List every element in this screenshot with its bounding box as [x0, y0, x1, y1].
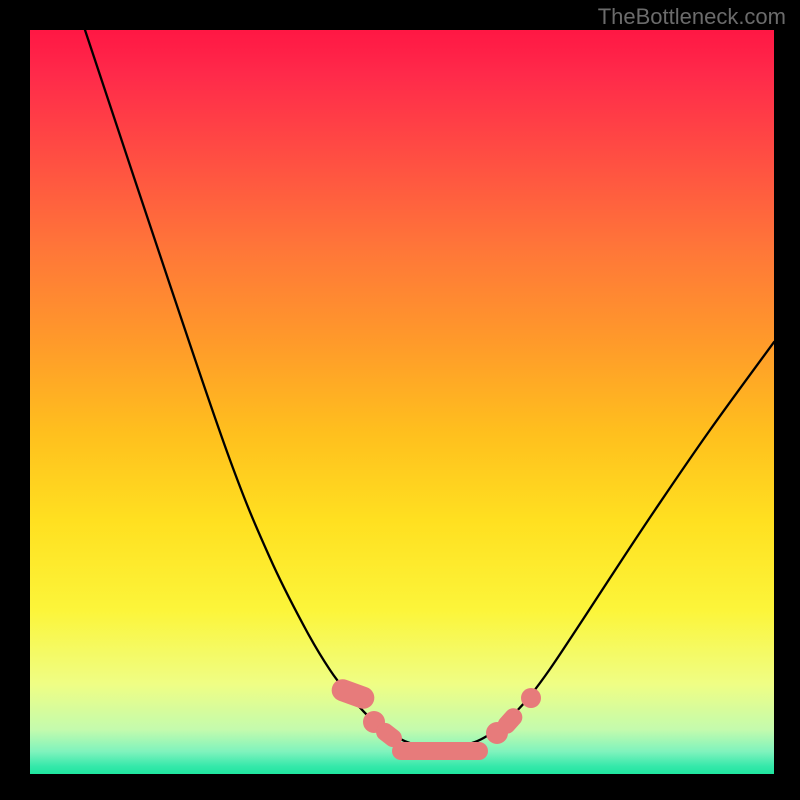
marker-layer: [30, 30, 774, 774]
plot-area: [30, 30, 774, 774]
marker-pill-0: [329, 676, 378, 712]
marker-round-6: [521, 688, 541, 708]
watermark-text: TheBottleneck.com: [598, 4, 786, 30]
marker-pill-3: [392, 742, 488, 760]
